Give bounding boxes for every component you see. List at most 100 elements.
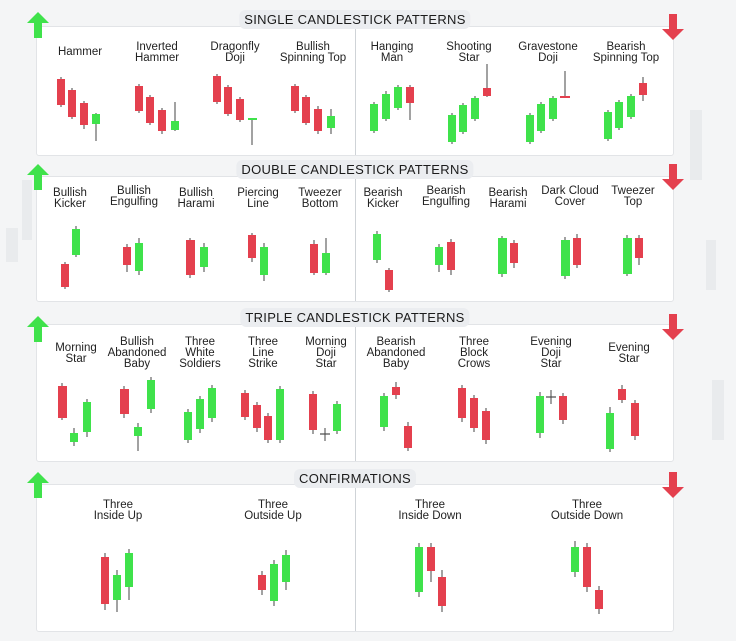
candle-bull — [498, 238, 507, 274]
candle-doji — [560, 96, 570, 98]
candle-bull — [561, 240, 570, 276]
background-candle — [690, 110, 702, 180]
candle-bull — [382, 94, 390, 119]
up-arrow-icon — [27, 316, 49, 342]
candle-bull — [380, 396, 388, 427]
candle-bull — [415, 547, 423, 592]
pattern-label-evening-star: Evening Star — [608, 342, 650, 365]
up-arrow-icon — [27, 472, 49, 498]
candle-bear — [470, 398, 478, 428]
candle-bull — [147, 380, 155, 409]
candle-bear — [248, 235, 256, 258]
candle-doji — [248, 118, 257, 120]
candle-bear — [482, 411, 490, 440]
candle-bull — [196, 399, 204, 429]
candle-bear — [68, 90, 76, 117]
down-arrow-icon — [662, 164, 684, 190]
candle-bull — [526, 115, 534, 142]
pattern-candles-bearish-kicker — [373, 231, 393, 292]
down-arrow-icon — [662, 314, 684, 340]
pattern-candles-bullish-abandoned-baby — [120, 377, 155, 451]
candle-bear — [264, 416, 272, 440]
candle-bull — [260, 247, 268, 275]
candle-bull — [536, 396, 544, 433]
candle-bull — [200, 247, 208, 267]
candle-bull — [615, 102, 623, 128]
pattern-label-bullish-abandoned-baby: Bullish Abandoned Baby — [107, 336, 167, 370]
candle-bear — [639, 83, 647, 95]
candle-bear — [583, 547, 591, 587]
panel-divider — [355, 485, 356, 631]
candle-bear — [309, 394, 317, 430]
candle-bear — [302, 97, 310, 123]
pattern-candles-bearish-abandoned-baby — [380, 382, 412, 451]
pattern-label-morning-star: Morning Star — [55, 342, 97, 365]
pattern-candles-hanging-man — [370, 85, 414, 133]
pattern-candles-bearish-engulfing — [435, 239, 455, 275]
down-arrow-icon — [662, 472, 684, 498]
candle-bear — [241, 393, 249, 417]
pattern-candles-dark-cloud-cover — [561, 234, 581, 279]
pattern-label-hanging-man: Hanging Man — [370, 41, 414, 64]
candle-bear — [258, 575, 266, 590]
pattern-label-three-outside-up: Three Outside Up — [244, 499, 302, 522]
candle-bear — [573, 238, 581, 265]
panel-divider — [355, 325, 356, 461]
pattern-candles-bearish-harami — [498, 236, 518, 277]
pattern-candles-three-block-crows — [458, 385, 490, 444]
candle-bull — [373, 234, 381, 260]
candle-bear — [559, 396, 567, 420]
candle-bull — [333, 404, 341, 431]
candle-bear — [236, 99, 244, 120]
candle-bear — [80, 103, 88, 125]
candle-bear — [57, 79, 65, 105]
background-candle — [22, 180, 32, 240]
section-title-triple: TRIPLE CANDLESTICK PATTERNS — [240, 308, 470, 327]
candle-bear — [186, 240, 195, 275]
pattern-candles-gravestone-doji — [526, 71, 570, 144]
section-title-double: DOUBLE CANDLESTICK PATTERNS — [236, 160, 474, 179]
candle-bull — [92, 114, 100, 124]
pattern-label-three-inside-up: Three Inside Up — [93, 499, 143, 522]
pattern-candles-three-outside-down — [571, 541, 603, 614]
candle-bear — [224, 87, 232, 114]
pattern-candles-bullish-engulfing — [123, 238, 143, 275]
candle-bull — [125, 553, 133, 587]
pattern-label-inverted-hammer: Inverted Hammer — [134, 41, 180, 64]
candle-bull — [270, 564, 278, 601]
pattern-label-bearish-engulfing: Bearish Engulfing — [422, 185, 470, 208]
candle-bear — [438, 577, 446, 606]
candle-bull — [135, 243, 143, 271]
pattern-candles-morning-doji-star — [309, 391, 341, 441]
pattern-label-bullish-kicker: Bullish Kicker — [53, 187, 87, 210]
candle-bear — [314, 109, 322, 131]
candle-bear — [58, 386, 67, 418]
up-arrow-icon — [27, 164, 49, 190]
pattern-label-three-inside-down: Three Inside Down — [398, 499, 462, 522]
pattern-label-three-line-strike: Three Line Strike — [247, 336, 279, 370]
pattern-label-dragonfly-doji: Dragonfly Doji — [210, 41, 260, 64]
candle-bull — [72, 229, 80, 255]
pattern-candles-piercing-line — [248, 233, 268, 281]
pattern-candles-shooting-star — [448, 64, 491, 144]
pattern-label-bullish-engulfing: Bullish Engulfing — [110, 185, 158, 208]
pattern-candles-bullish-spinning-top — [291, 84, 335, 134]
candle-bull — [394, 87, 402, 108]
candle-bear — [510, 243, 518, 263]
pattern-label-piercing-line: Piercing Line — [237, 187, 279, 210]
pattern-candles-bullish-kicker — [61, 226, 80, 289]
pattern-label-bearish-abandoned-baby: Bearish Abandoned Baby — [366, 336, 426, 370]
pattern-candles-three-white-soldiers — [184, 385, 216, 443]
background-candle — [712, 380, 724, 440]
candle-bull — [537, 104, 545, 131]
pattern-label-dark-cloud-cover: Dark Cloud Cover — [541, 185, 599, 208]
candle-bear — [631, 403, 639, 436]
pattern-candles-inverted-hammer — [135, 84, 179, 134]
candle-bull — [113, 575, 121, 600]
candle-bear — [291, 86, 299, 111]
candle-bear — [385, 270, 393, 290]
pattern-label-tweezer-bottom: Tweezer Bottom — [298, 187, 342, 210]
background-candle — [6, 228, 18, 262]
